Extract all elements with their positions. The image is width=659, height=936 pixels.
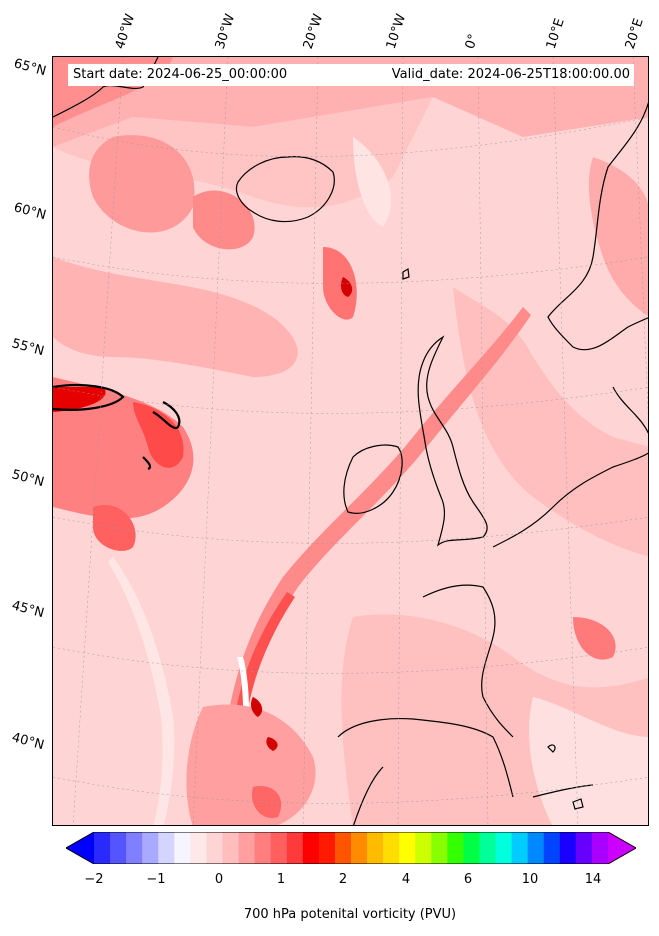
colorbar-cell [479,832,497,864]
lon-label-10e: 10°E [543,16,568,51]
colorbar-tick: −1 [146,872,166,887]
colorbar-cell [351,832,368,864]
colorbar-cell [431,832,448,864]
colorbar-extend-low [66,832,94,864]
graticule [53,57,648,825]
lat-label-50n: 50°N [10,467,46,491]
colorbar-cell [190,832,207,864]
lon-label-40w: 40°W [112,12,139,51]
coastlines [53,57,648,825]
colorbar [66,832,636,864]
colorbar-cell [559,832,577,864]
colorbar-cell [254,832,272,864]
pv-2-contours [53,383,181,471]
lat-label-40n: 40°N [10,730,46,754]
lat-label-65n: 65°N [12,56,48,80]
colorbar-cell [318,832,336,864]
pv-contours [53,57,648,825]
valid-date-label: Valid_date: 2024-06-25T18:00:00.00 [391,67,630,82]
colorbar-tick: 14 [584,872,602,887]
colorbar-tick: 6 [463,872,473,887]
colorbar-cell [158,832,175,864]
colorbar-cell [527,832,545,864]
lon-label-20w: 20°W [300,12,327,51]
colorbar-cell [222,832,240,864]
colorbar-cell [367,832,384,864]
pv-field-map [53,57,648,825]
colorbar-cell [286,832,304,864]
lon-label-20e: 20°E [622,16,647,51]
colorbar-extend-high [608,832,636,864]
colorbar-tick: 4 [401,872,411,887]
colorbar-cell [270,832,288,864]
colorbar-cell [463,832,480,864]
map-panel [52,56,649,826]
colorbar-cell [142,832,159,864]
lat-label-55n: 55°N [10,336,46,360]
colorbar-cell [447,832,464,864]
colorbar-cells [66,832,636,864]
colorbar-tick: −2 [84,872,104,887]
lon-label-10w: 10°W [383,12,410,51]
colorbar-cell [334,832,352,864]
colorbar-label: 700 hPa potenital vorticity (PVU) [243,907,457,922]
colorbar-cell [511,832,529,864]
colorbar-cell [415,832,432,864]
date-info-bar: Start date: 2024-06-25_00:00:00 Valid_da… [68,64,634,86]
lat-label-60n: 60°N [12,200,48,224]
colorbar-tick: 0 [214,872,224,887]
colorbar-cell [543,832,561,864]
colorbar-tick: 2 [338,872,348,887]
lon-label-30w: 30°W [212,12,239,51]
colorbar-tick: 1 [276,872,286,887]
colorbar-cell [126,832,143,864]
colorbar-cell [94,832,111,864]
colorbar-tick: 10 [521,872,539,887]
colorbar-cell [383,832,400,864]
colorbar-cell [302,832,320,864]
colorbar-cell [591,832,609,864]
lat-label-45n: 45°N [10,598,46,622]
colorbar-cell [206,832,223,864]
colorbar-cell [110,832,127,864]
lon-label-0: 0° [462,32,482,51]
colorbar-cell [174,832,191,864]
colorbar-cell [238,832,256,864]
colorbar-cell [495,832,513,864]
colorbar-cell [399,832,416,864]
start-date-label: Start date: 2024-06-25_00:00:00 [73,67,288,82]
colorbar-cell [575,832,593,864]
